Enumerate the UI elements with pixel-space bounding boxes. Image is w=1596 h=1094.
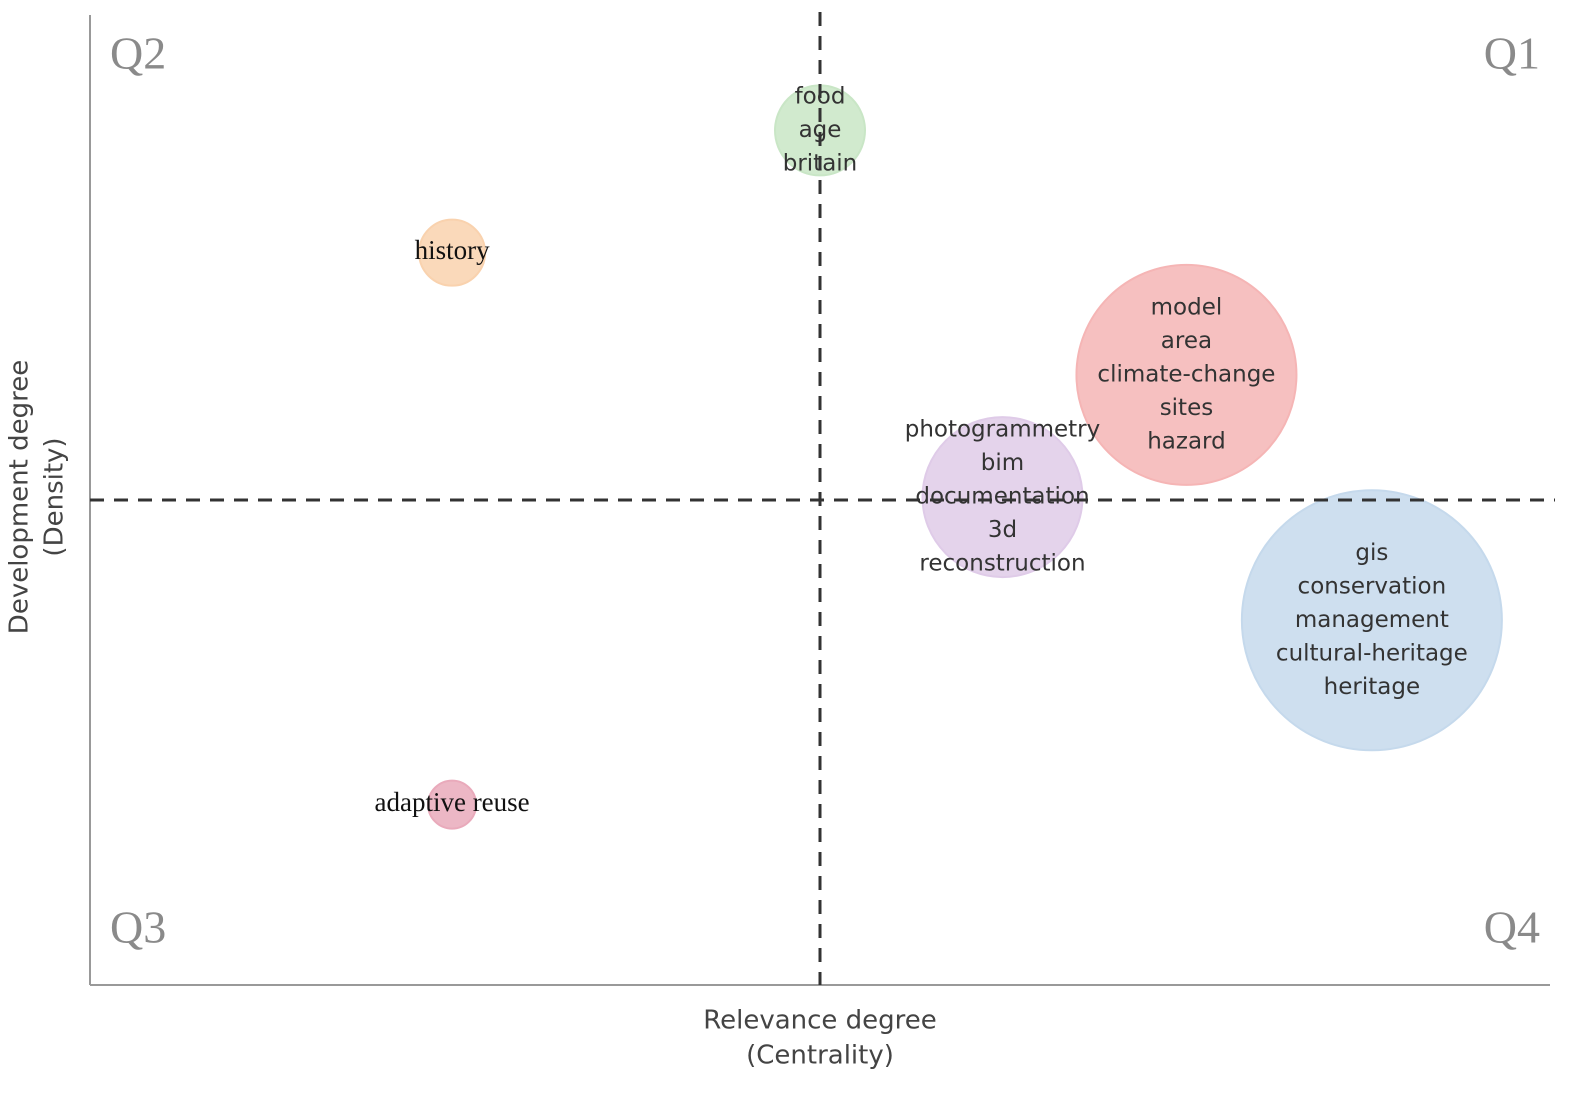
cluster-label: sites [1160,395,1214,421]
quadrant-label: Q1 [1484,28,1540,79]
cluster-label: gis [1355,540,1388,566]
cluster-label: management [1295,607,1449,633]
cluster-label: heritage [1324,674,1420,700]
cluster-label: adaptive reuse [374,787,529,817]
cluster-label: conservation [1298,573,1447,599]
cluster-label: area [1161,328,1212,354]
cluster-label: model [1151,294,1223,320]
quadrant-label: Q2 [110,28,166,79]
quadrant-label: Q3 [110,902,166,953]
quadrant-label: Q4 [1484,902,1540,953]
y-axis-label: (Density) [40,437,70,556]
bubble [921,416,1084,579]
bubble [427,779,478,830]
cluster-label: documentation [915,484,1089,510]
cluster-label: food [795,83,846,109]
cluster-label: reconstruction [919,551,1085,577]
bubble [418,218,487,287]
labels: Q2 Q1 Q3 Q4 Relevance degree (Centrality) Deve… [5,28,1541,1071]
cluster-label: history [415,235,491,265]
cluster-label: age [799,117,842,143]
cluster-label: cultural-heritage [1276,640,1468,666]
cluster-label: hazard [1147,428,1226,454]
bubble [1240,489,1503,752]
x-axis-label: (Centrality) [746,1041,894,1071]
bubble [1075,263,1298,486]
x-axis-label: Relevance degree [703,1006,937,1036]
cluster-label: britain [783,150,858,176]
y-axis-label: Development degree [5,360,35,634]
bubbles [418,84,1503,830]
cluster-label: photogrammetry [905,417,1101,443]
reference-lines [90,12,1555,985]
cluster-label: climate-change [1097,361,1275,387]
cluster-label: 3d [988,517,1017,543]
cluster-label: bim [981,450,1024,476]
